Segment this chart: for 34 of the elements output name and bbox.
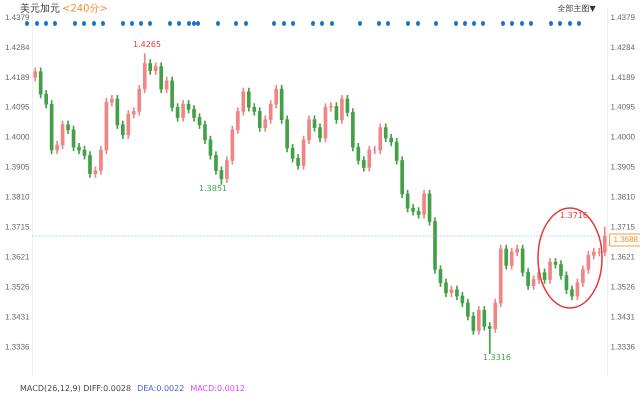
y2-tick-label: 1.4000 xyxy=(610,132,636,142)
y-tick-label: 1.3336 xyxy=(5,342,30,352)
y-tick-label: 1.3715 xyxy=(5,222,30,232)
y2-tick-label: 1.3810 xyxy=(610,192,636,202)
text: MACD:0.0012 xyxy=(190,384,245,394)
ref-line-label: 1.3688 xyxy=(614,235,639,244)
y2-tick-label: 1.3336 xyxy=(610,342,636,352)
y-tick-label: 1.4379 xyxy=(5,12,30,22)
y-tick-label: 1.3526 xyxy=(5,282,30,292)
annotation: 1.4265 xyxy=(133,40,161,50)
y-tick-label: 1.4000 xyxy=(5,132,30,142)
annotation: 1.3316 xyxy=(483,353,511,362)
y2-tick-label: 1.3715 xyxy=(610,222,636,232)
y-tick-label: 1.4284 xyxy=(5,42,30,52)
annotation: 全部主图▼ xyxy=(558,4,597,14)
y2-tick-label: 1.4095 xyxy=(610,102,636,112)
y-tick-label: 1.3905 xyxy=(5,162,30,172)
text: MACD(26,12,9) DIFF:0.0028 xyxy=(20,384,132,394)
y2-tick-label: 1.4379 xyxy=(610,12,636,22)
y2-tick-label: 1.3905 xyxy=(610,162,636,172)
y2-tick-label: 1.4284 xyxy=(610,42,636,52)
y-tick-label: 1.3431 xyxy=(5,312,30,322)
y-tick-label: 1.3810 xyxy=(5,192,30,202)
y-tick-label: 1.4189 xyxy=(5,72,30,82)
y2-tick-label: 1.3621 xyxy=(610,252,636,262)
y2-tick-label: 1.3526 xyxy=(610,282,636,292)
y-tick-label: 1.4095 xyxy=(5,102,30,112)
annotation: 1.3851 xyxy=(199,184,227,194)
y-tick-label: 1.3621 xyxy=(5,252,30,262)
chart-title: 美元加元 xyxy=(20,2,60,15)
text: DEA:0.0022 xyxy=(137,384,184,394)
chart-subtitle: <240分> xyxy=(62,2,108,15)
y2-tick-label: 1.3431 xyxy=(610,312,636,322)
y2-tick-label: 1.4189 xyxy=(610,72,636,82)
